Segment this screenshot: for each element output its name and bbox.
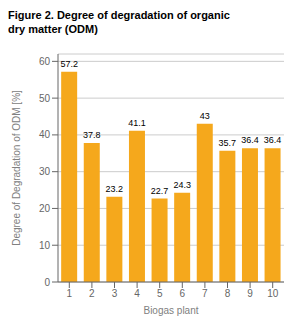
svg-text:23.2: 23.2 [106, 184, 124, 194]
svg-text:6: 6 [180, 288, 186, 299]
svg-text:37.8: 37.8 [83, 130, 101, 140]
svg-text:4: 4 [134, 288, 140, 299]
svg-text:5: 5 [157, 288, 163, 299]
svg-text:2: 2 [89, 288, 95, 299]
svg-text:36.4: 36.4 [264, 135, 282, 145]
svg-text:36.4: 36.4 [241, 135, 259, 145]
svg-text:24.3: 24.3 [173, 180, 191, 190]
svg-text:10: 10 [39, 240, 51, 251]
html-text:Figure 2. Degree of degradatio: Figure 2. Degree of degradation of organ… [8, 9, 230, 21]
svg-text:Degree of Degradation of ODM [: Degree of Degradation of ODM [%] [11, 90, 22, 246]
svg-text:3: 3 [112, 288, 118, 299]
svg-text:40: 40 [39, 129, 51, 140]
svg-text:10: 10 [267, 288, 279, 299]
svg-text:Biogas plant: Biogas plant [143, 305, 198, 316]
svg-text:57.2: 57.2 [60, 59, 78, 69]
svg-text:7: 7 [202, 288, 208, 299]
svg-text:30: 30 [39, 166, 51, 177]
svg-text:50: 50 [39, 93, 51, 104]
svg-text:20: 20 [39, 203, 51, 214]
svg-text:22.7: 22.7 [151, 186, 169, 196]
svg-text:43: 43 [200, 111, 210, 121]
html-text:dry matter (ODM): dry matter (ODM) [8, 23, 98, 35]
svg-text:8: 8 [225, 288, 231, 299]
svg-text:60: 60 [39, 56, 51, 67]
svg-text:1: 1 [67, 288, 73, 299]
svg-text:41.1: 41.1 [128, 118, 146, 128]
svg-text:9: 9 [247, 288, 253, 299]
svg-text:35.7: 35.7 [219, 138, 237, 148]
svg-text:0: 0 [44, 277, 50, 288]
